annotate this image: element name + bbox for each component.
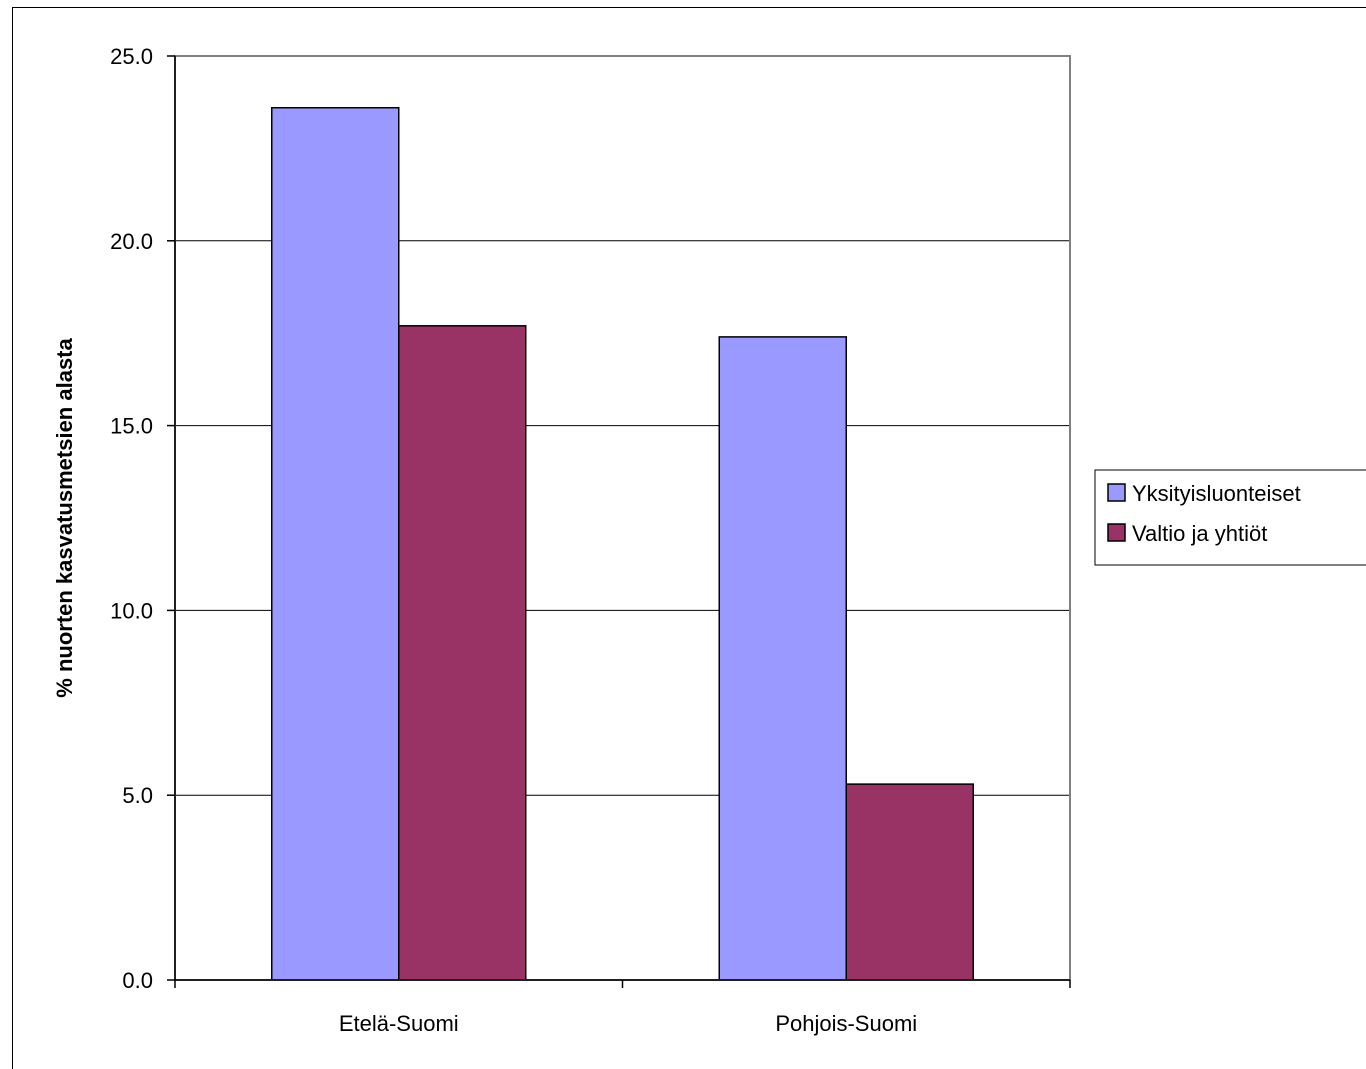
y-tick-label: 10.0 <box>110 598 153 623</box>
axes <box>167 55 1071 988</box>
legend-items: Yksityisluonteiset Valtio ja yhtiöt <box>1107 481 1301 546</box>
y-tick-label: 5.0 <box>122 783 153 808</box>
bars <box>271 106 974 981</box>
x-category-label: Etelä-Suomi <box>339 1011 459 1036</box>
bar-series-1 <box>718 336 847 981</box>
legend-swatch <box>1107 523 1126 542</box>
legend-box <box>1094 469 1366 566</box>
legend-swatch <box>1107 483 1126 502</box>
legend-label: Yksityisluonteiset <box>1132 481 1301 506</box>
bar-series-2 <box>845 783 974 981</box>
bar-series-1 <box>271 106 400 981</box>
y-tick-label: 25.0 <box>110 44 153 69</box>
y-axis-label: % nuorten kasvatusmetsien alasta <box>52 338 77 698</box>
bar-series-2 <box>398 325 527 981</box>
y-tick-label: 0.0 <box>122 968 153 993</box>
y-tick-label: 20.0 <box>110 229 153 254</box>
legend: Yksityisluonteiset Valtio ja yhtiöt <box>1094 469 1366 566</box>
y-tick-label: 15.0 <box>110 414 153 439</box>
x-category-label: Pohjois-Suomi <box>775 1011 917 1036</box>
y-tick-labels: 0.0 5.0 10.0 15.0 20.0 25.0 <box>110 44 153 993</box>
legend-label: Valtio ja yhtiöt <box>1132 521 1267 546</box>
category-labels: Etelä-Suomi Pohjois-Suomi <box>339 1011 917 1036</box>
